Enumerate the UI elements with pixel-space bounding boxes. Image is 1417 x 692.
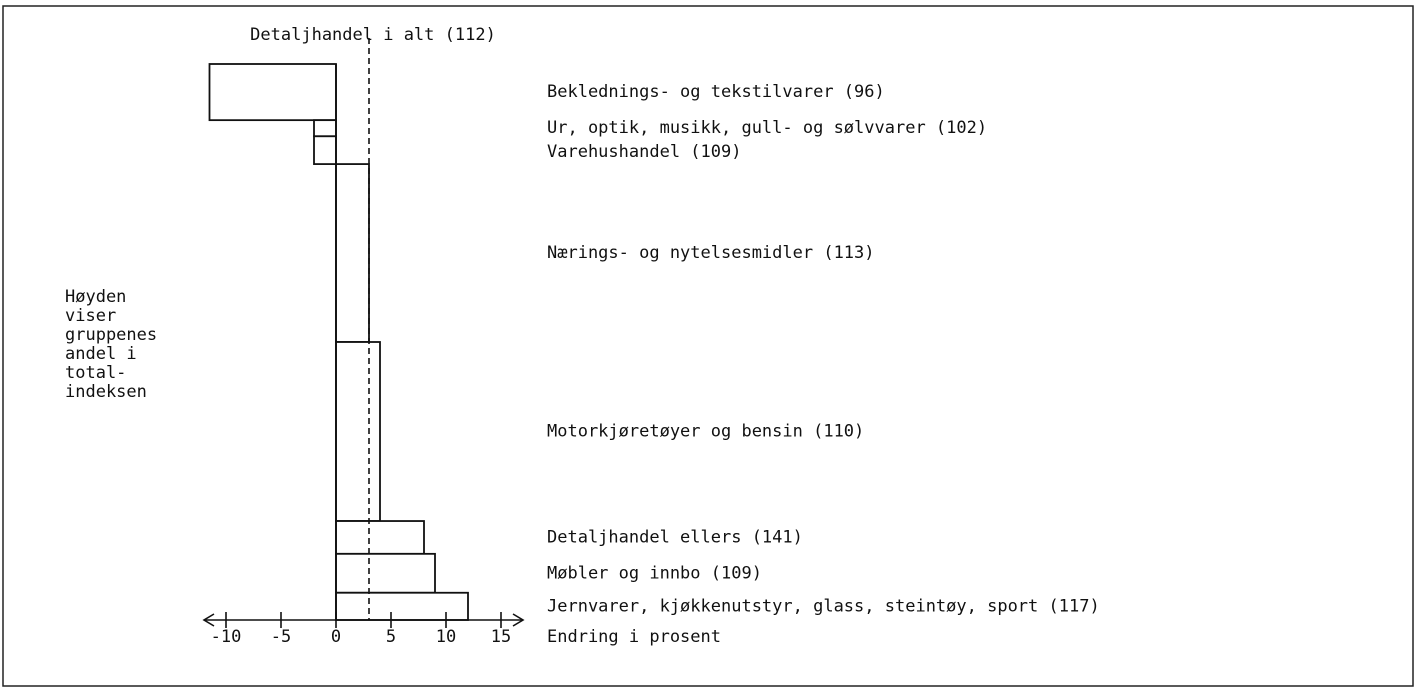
annotation: viser	[65, 306, 116, 326]
bar	[208, 63, 337, 122]
category-label: Beklednings- og tekstilvarer (96)	[547, 82, 885, 102]
category-label: Varehushandel (109)	[547, 142, 741, 162]
category-label: Nærings- og nytelsesmidler (113)	[547, 243, 875, 263]
bar	[335, 552, 436, 594]
bar	[335, 520, 425, 555]
x-axis-label: Endring i prosent	[547, 627, 721, 647]
annotation: gruppenes	[65, 325, 157, 345]
category-label: Motorkjøretøyer og bensin (110)	[547, 422, 864, 442]
axis-arrow	[512, 613, 525, 627]
bar	[335, 341, 381, 522]
frame	[2, 5, 1414, 687]
category-label: Jernvarer, kjøkkenutstyr, glass, steintø…	[547, 596, 1100, 616]
x-tick-label: 15	[491, 627, 511, 647]
reference-label: Detaljhandel i alt (112)	[250, 25, 496, 45]
category-label: Detaljhandel ellers (141)	[547, 527, 803, 547]
category-label: Ur, optik, musikk, gull- og sølvvarer (1…	[547, 118, 987, 138]
x-tick-label: -10	[211, 627, 242, 647]
bar	[335, 591, 469, 621]
bar	[335, 163, 370, 343]
x-tick-label: 0	[331, 627, 341, 647]
annotation: indeksen	[65, 382, 147, 402]
annotation: Høyden	[65, 287, 126, 307]
annotation: total-	[65, 363, 126, 383]
x-tick-label: 5	[386, 627, 396, 647]
x-tick-label: 10	[436, 627, 456, 647]
x-tick-label: -5	[271, 627, 291, 647]
category-label: Møbler og innbo (109)	[547, 563, 762, 583]
annotation: andel i	[65, 344, 137, 364]
bar	[313, 119, 337, 138]
axis-arrow	[202, 613, 215, 627]
bar	[313, 135, 337, 165]
